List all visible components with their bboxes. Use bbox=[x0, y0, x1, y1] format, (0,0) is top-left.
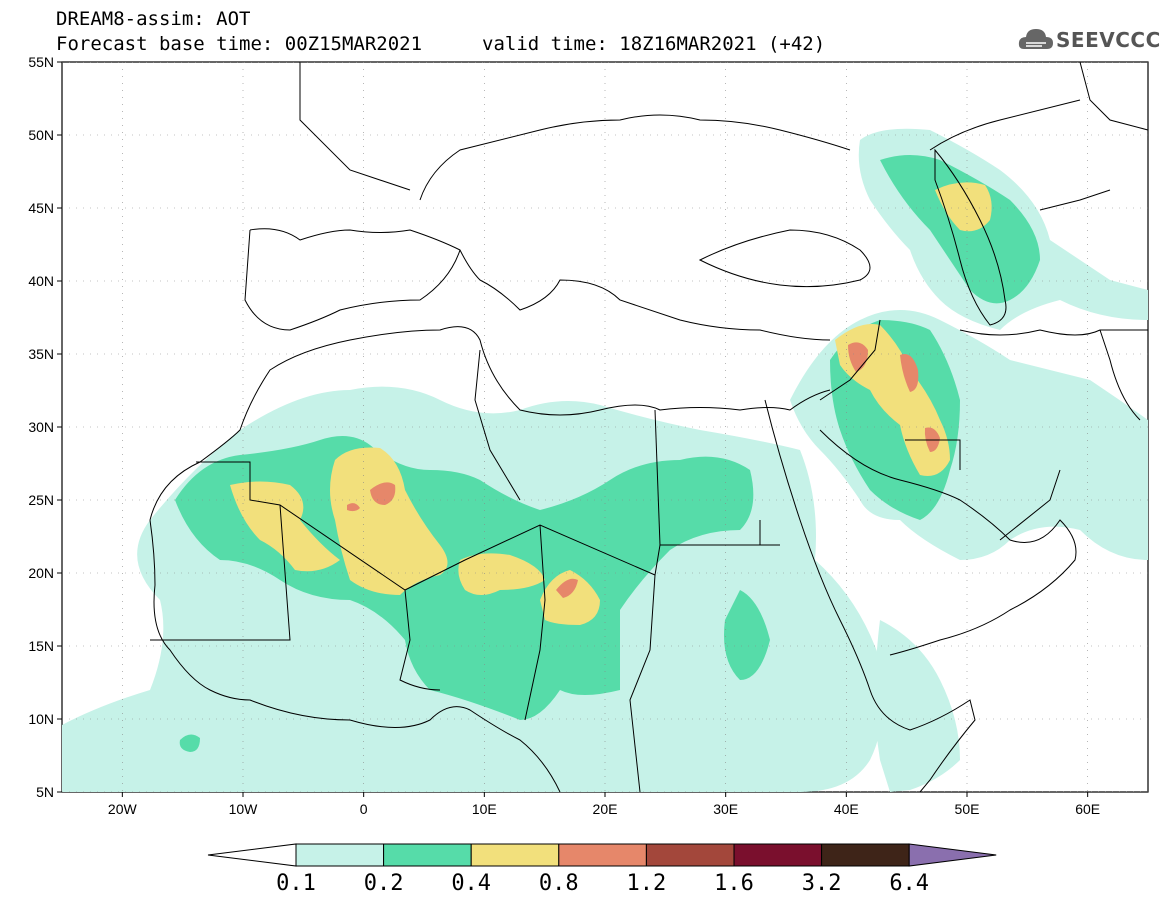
colorbar-label: 0.8 bbox=[539, 871, 579, 896]
colorbar-label: 1.6 bbox=[714, 871, 754, 896]
colorbar-right-arrow bbox=[908, 843, 997, 867]
latitude-axis: 55N 50N 45N 40N 35N 30N 25N 20N 15N 10N 5N bbox=[28, 54, 62, 800]
colorbar-label: 0.4 bbox=[451, 871, 491, 896]
lon-label: 50E bbox=[955, 801, 980, 817]
lat-label: 55N bbox=[28, 54, 54, 70]
lat-label: 20N bbox=[28, 565, 54, 581]
lat-label: 25N bbox=[28, 492, 54, 508]
lon-label: 10E bbox=[472, 801, 497, 817]
lat-label: 45N bbox=[28, 200, 54, 216]
lat-label: 5N bbox=[36, 784, 54, 800]
cloud-icon bbox=[1018, 29, 1053, 49]
colorbar-box bbox=[295, 843, 385, 867]
country-borders bbox=[149, 62, 1148, 792]
logo-text: SEEVCCC bbox=[1056, 28, 1161, 52]
colorbar-label: 3.2 bbox=[802, 871, 842, 896]
lat-label: 35N bbox=[28, 346, 54, 362]
colorbar-box bbox=[383, 843, 472, 867]
colorbar-box bbox=[733, 843, 823, 867]
lon-label: 0 bbox=[360, 801, 368, 817]
map-title: DREAM8-assim: AOT bbox=[56, 8, 251, 30]
aot-colorbar: 0.1 0.2 0.4 0.8 1.2 1.6 3.2 6.4 bbox=[207, 843, 997, 896]
colorbar-box bbox=[821, 843, 910, 867]
colorbar-box bbox=[470, 843, 560, 867]
lat-label: 30N bbox=[28, 419, 54, 435]
map-gridlines bbox=[62, 62, 1148, 792]
colorbar-box bbox=[558, 843, 647, 867]
lon-label: 30E bbox=[713, 801, 738, 817]
colorbar-label: 0.2 bbox=[364, 871, 404, 896]
valid-time: valid time: 18Z16MAR2021 (+42) bbox=[482, 33, 826, 55]
colorbar-label: 1.2 bbox=[627, 871, 667, 896]
lat-label: 15N bbox=[28, 638, 54, 654]
colorbar-label: 6.4 bbox=[889, 871, 929, 896]
colorbar-label: 0.1 bbox=[276, 871, 316, 896]
seevccc-logo: SEEVCCC bbox=[1018, 22, 1160, 58]
lon-label: 20W bbox=[108, 801, 138, 817]
forecast-base-time: Forecast base time: 00Z15MAR2021 bbox=[56, 33, 423, 55]
longitude-axis: 20W 10W 0 10E 20E 30E 40E 50E 60E bbox=[108, 792, 1100, 817]
lon-label: 20E bbox=[593, 801, 618, 817]
colorbar-left-arrow bbox=[207, 843, 297, 867]
lon-label: 40E bbox=[834, 801, 859, 817]
lon-label: 10W bbox=[229, 801, 259, 817]
colorbar-box bbox=[645, 843, 735, 867]
lat-label: 40N bbox=[28, 273, 54, 289]
lon-label: 60E bbox=[1075, 801, 1100, 817]
lat-label: 10N bbox=[28, 711, 54, 727]
map-panel: 55N 50N 45N 40N 35N 30N 25N 20N 15N 10N 5N 20W 10W 0… bbox=[28, 54, 1149, 817]
lat-label: 50N bbox=[28, 127, 54, 143]
